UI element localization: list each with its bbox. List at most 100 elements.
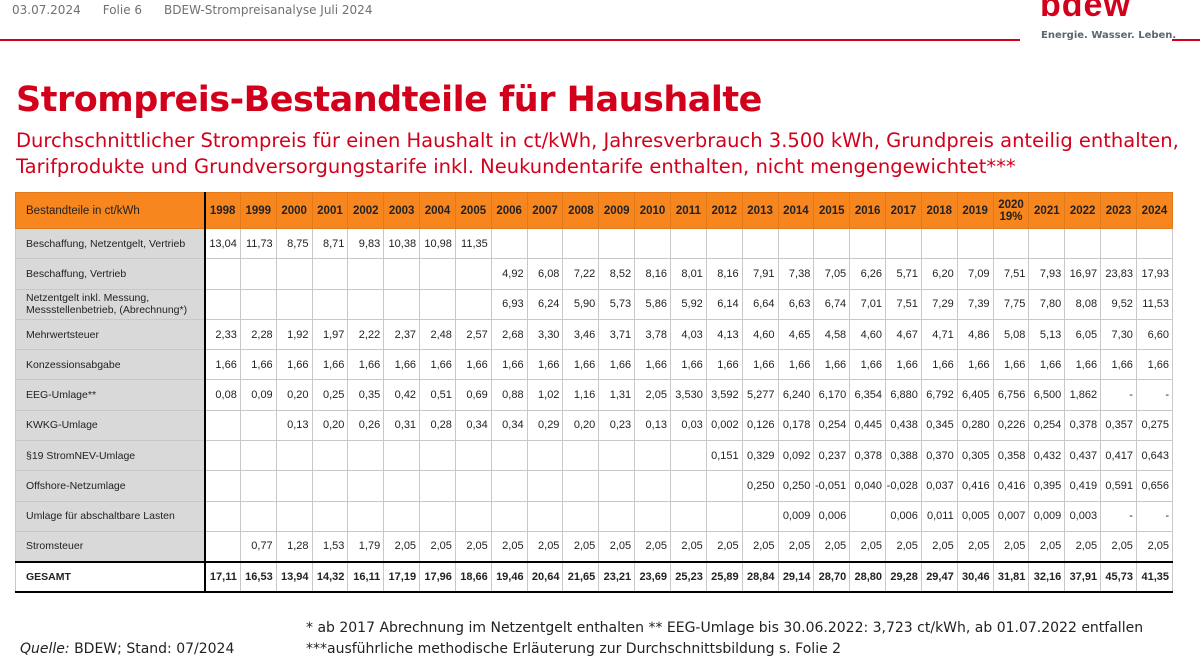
year-label: 2020: [998, 198, 1024, 211]
value-cell: 0,34: [454, 409, 492, 442]
value-cell: 2,05: [562, 530, 600, 563]
value-cell: 4,67: [885, 318, 922, 351]
value-cell: 2,22: [347, 318, 385, 351]
value-cell: 0,51: [419, 379, 456, 411]
value-cell: [454, 500, 492, 532]
value-cell: [849, 500, 887, 532]
row-label: §19 StromNEV-Umlage: [15, 440, 206, 472]
value-cell: 6,24: [526, 288, 564, 320]
value-cell: -: [1135, 379, 1174, 411]
value-cell: 1,66: [705, 349, 743, 381]
value-cell: 1,66: [777, 349, 815, 381]
page-title: Strompreis-Bestandteile für Haushalte: [16, 80, 762, 120]
year-header: 2013: [741, 192, 779, 229]
value-cell: 2,05: [454, 530, 492, 563]
value-cell: [705, 500, 743, 532]
value-cell: 6,20: [920, 258, 958, 290]
table-header-row: Bestandteile in ct/kWh 1998 1999 2000 2001 2…: [15, 192, 1174, 229]
value-cell: 1,31: [598, 379, 636, 411]
value-cell: 1,862: [1064, 379, 1102, 411]
value-cell: [204, 258, 241, 290]
year-header: 2009: [598, 192, 636, 229]
corner-header: Bestandteile in ct/kWh: [15, 192, 206, 229]
year-label: 1998: [209, 204, 236, 217]
value-cell: [1100, 227, 1137, 260]
row-label: Netzentgelt inkl. Messung, Messstellenbe…: [15, 288, 206, 320]
value-cell: -: [1100, 379, 1137, 411]
value-cell: [239, 470, 277, 502]
year-header: 2019: [956, 192, 994, 229]
value-cell: [239, 440, 277, 472]
value-cell: 16,11: [347, 560, 385, 594]
value-cell: 0,009: [1028, 500, 1066, 532]
value-cell: [204, 470, 241, 502]
value-cell: 1,66: [490, 349, 528, 381]
value-cell: 5,08: [992, 318, 1030, 351]
year-label: 2010: [639, 204, 666, 217]
value-cell: 7,38: [777, 258, 815, 290]
slide-number: Folie 6: [102, 3, 143, 17]
value-cell: [454, 440, 492, 472]
value-cell: 2,05: [813, 530, 851, 563]
value-cell: 29,28: [885, 560, 922, 594]
value-cell: [598, 440, 636, 472]
header-divider: [0, 39, 1020, 41]
value-cell: 0,280: [956, 409, 994, 442]
table-row: Stromsteuer 0,77 1,28 1,53 1,79 2,05 2,05 2,05 2…: [15, 530, 1174, 563]
value-cell: 3,530: [669, 379, 707, 411]
value-cell: 18,66: [454, 560, 492, 594]
table-row: Konzessionsabgabe 1,66 1,66 1,66 1,66 1,66 1,6…: [15, 349, 1174, 381]
value-cell: 8,16: [705, 258, 743, 290]
value-cell: [1064, 227, 1102, 260]
value-cell: 3,46: [562, 318, 600, 351]
year-header: 2004: [419, 192, 456, 229]
year-label: 2000: [281, 204, 307, 217]
value-cell: 2,05: [634, 379, 671, 411]
value-cell: 8,08: [1064, 288, 1102, 320]
value-cell: -: [1135, 500, 1174, 532]
value-cell: 3,592: [705, 379, 743, 411]
value-cell: 1,53: [311, 530, 349, 563]
value-cell: [204, 440, 241, 472]
value-cell: 25,23: [669, 560, 707, 594]
value-cell: 2,05: [849, 530, 887, 563]
value-cell: 32,16: [1028, 560, 1066, 594]
value-cell: 1,16: [562, 379, 600, 411]
value-cell: 8,52: [598, 258, 636, 290]
value-cell: [454, 288, 492, 320]
year-header: 2000: [275, 192, 313, 229]
value-cell: 6,26: [849, 258, 887, 290]
value-cell: 13,04: [204, 227, 241, 260]
value-cell: 1,66: [598, 349, 636, 381]
table-row: Beschaffung, Netzentgelt, Vertrieb 13,04 1…: [15, 227, 1174, 260]
year-header: 2008: [562, 192, 600, 229]
row-label: Beschaffung, Netzentgelt, Vertrieb: [15, 227, 206, 260]
row-label: EEG-Umlage**: [15, 379, 206, 411]
value-cell: 28,84: [741, 560, 779, 594]
value-cell: 0,591: [1100, 470, 1137, 502]
value-cell: 8,71: [311, 227, 349, 260]
value-cell: [634, 440, 671, 472]
value-cell: 11,35: [454, 227, 492, 260]
year-label: 2001: [317, 204, 343, 217]
value-cell: 0,445: [849, 409, 887, 442]
value-cell: 7,29: [920, 288, 958, 320]
page-subtitle: Durchschnittlicher Strompreis für einen …: [16, 129, 1179, 178]
year-header: 2024: [1135, 192, 1174, 229]
value-cell: [239, 258, 277, 290]
value-cell: 30,46: [956, 560, 994, 594]
value-cell: 5,71: [885, 258, 922, 290]
value-cell: 2,05: [956, 530, 994, 563]
value-cell: 0,250: [741, 470, 779, 502]
value-cell: [669, 227, 707, 260]
table-row: EEG-Umlage** 0,08 0,09 0,20 0,25 0,35 0,42 0,51…: [15, 379, 1174, 411]
value-cell: 1,66: [813, 349, 851, 381]
table-row: Umlage für abschaltbare Lasten 0,009 0,006…: [15, 500, 1174, 532]
value-cell: 11,53: [1135, 288, 1174, 320]
value-cell: 28,80: [849, 560, 887, 594]
value-cell: 6,354: [849, 379, 887, 411]
value-cell: 31,81: [992, 560, 1030, 594]
value-cell: 0,007: [992, 500, 1030, 532]
footnotes: * ab 2017 Abrechnung im Netzentgelt enth…: [306, 618, 1143, 660]
value-cell: 0,226: [992, 409, 1030, 442]
